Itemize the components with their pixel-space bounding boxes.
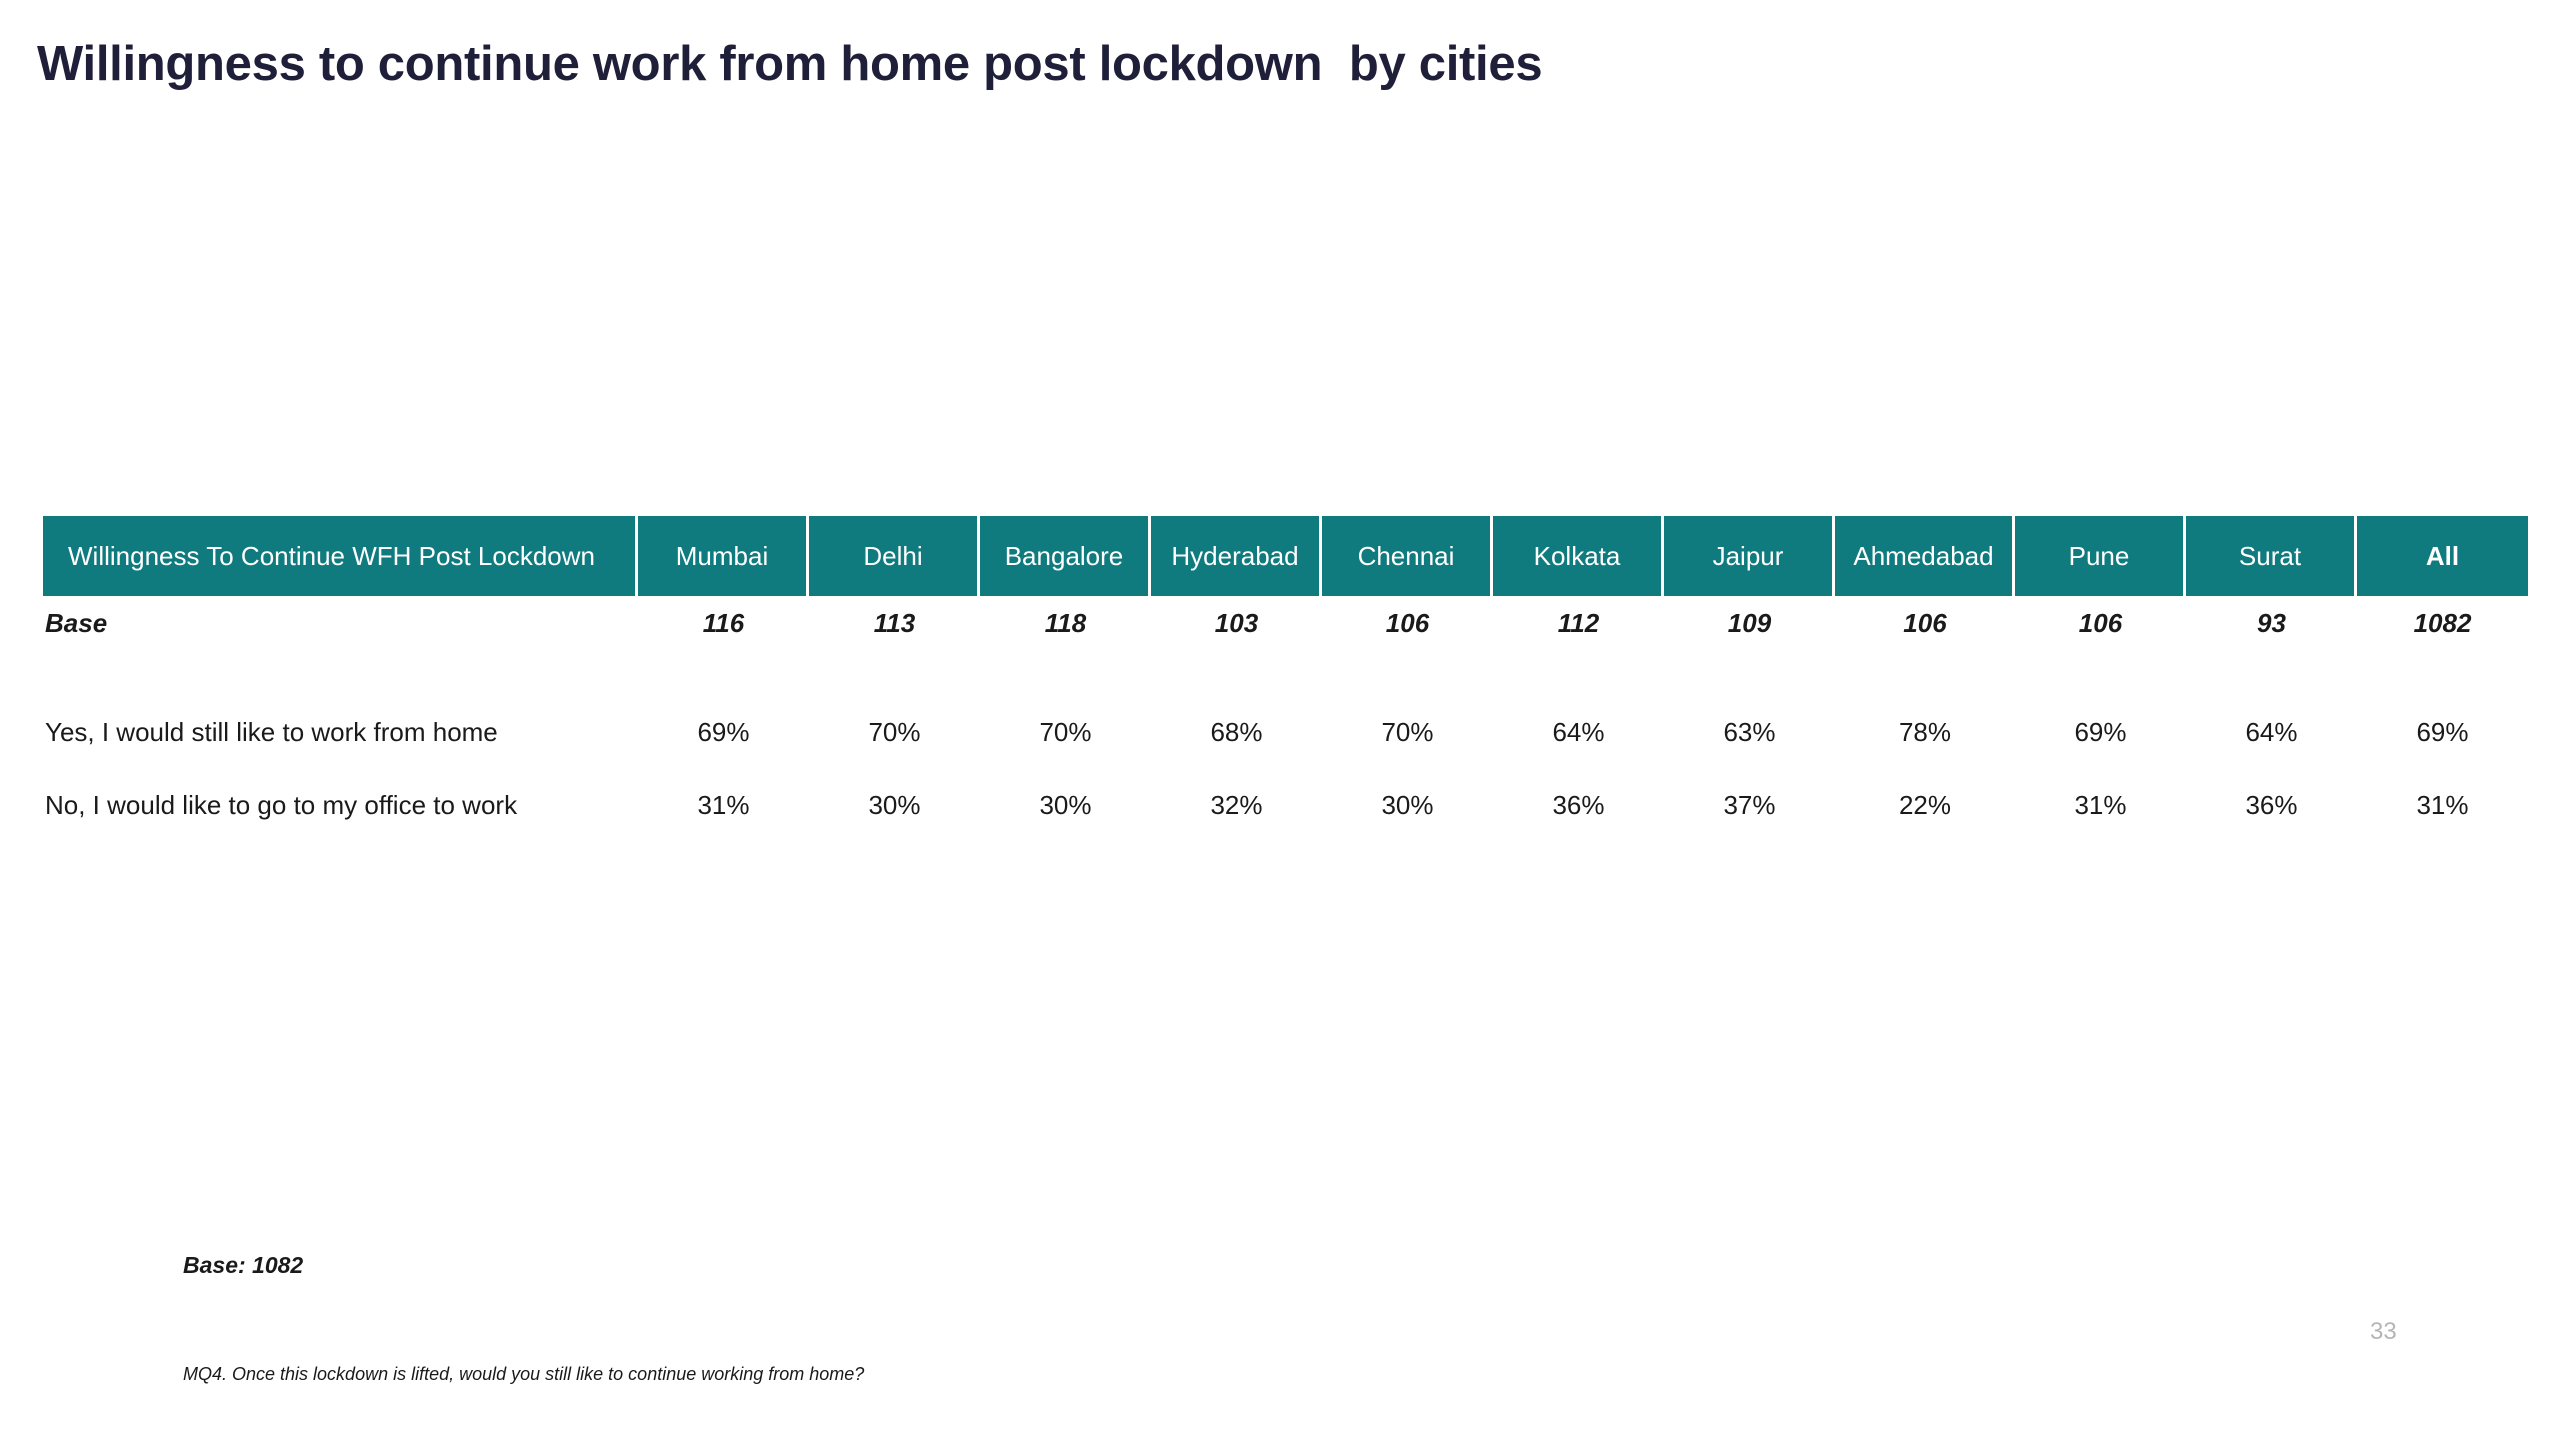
table-cell: 70% bbox=[1039, 717, 1092, 747]
base-cell: 109 bbox=[1727, 608, 1772, 638]
row-label-no: No, I would like to go to my office to w… bbox=[45, 790, 518, 820]
table-cell: 69% bbox=[2074, 717, 2127, 747]
table-cell: 69% bbox=[697, 717, 750, 747]
table-cell: 68% bbox=[1210, 717, 1263, 747]
header-cell-ahmedabad: Ahmedabad bbox=[1835, 516, 2015, 596]
base-note: Base: 1082 bbox=[183, 1252, 304, 1278]
question-footnote: MQ4. Once this lockdown is lifted, would… bbox=[183, 1364, 865, 1384]
base-cell: 112 bbox=[1557, 608, 1600, 638]
base-cell: 103 bbox=[1214, 608, 1259, 638]
base-cell: 118 bbox=[1044, 608, 1087, 638]
header-cell-mumbai: Mumbai bbox=[638, 516, 809, 596]
table-cell: 78% bbox=[1898, 717, 1952, 747]
spacer-cell bbox=[43, 651, 2528, 696]
table-row-yes: Yes, I would still like to work from hom… bbox=[43, 696, 2528, 769]
table-cell: 63% bbox=[1723, 717, 1776, 747]
wfh-by-city-table: Willingness To Continue WFH Post Lockdow… bbox=[43, 516, 2528, 842]
table-cell: 31% bbox=[697, 790, 750, 820]
base-cell: 106 bbox=[1385, 608, 1430, 638]
page-number: 33 bbox=[2370, 1318, 2397, 1345]
table-cell: 22% bbox=[1898, 790, 1952, 820]
header-cell-kolkata: Kolkata bbox=[1493, 516, 1664, 596]
base-cell: 1082 bbox=[2413, 608, 2472, 638]
table-cell: 31% bbox=[2074, 790, 2127, 820]
table-cell: 30% bbox=[868, 790, 921, 820]
header-cell-surat: Surat bbox=[2186, 516, 2357, 596]
table-cell: 36% bbox=[1552, 790, 1605, 820]
table-row-no: No, I would like to go to my office to w… bbox=[43, 769, 2528, 842]
table-cell: 30% bbox=[1381, 790, 1434, 820]
table-spacer-row bbox=[43, 651, 2528, 696]
header-cell-all: All bbox=[2357, 516, 2528, 596]
table-cell: 36% bbox=[2245, 790, 2298, 820]
table-cell: 70% bbox=[868, 717, 921, 747]
header-cell-delhi: Delhi bbox=[809, 516, 980, 596]
base-row: Base 116 113 118 103 106 112 109 106 106… bbox=[43, 596, 2528, 651]
base-cell: 93 bbox=[2257, 608, 2286, 638]
page-title: Willingness to continue work from home p… bbox=[37, 37, 1543, 91]
header-cell-bangalore: Bangalore bbox=[980, 516, 1151, 596]
table-header-row: Willingness To Continue WFH Post Lockdow… bbox=[43, 516, 2528, 596]
base-cell: 106 bbox=[1903, 608, 1947, 638]
header-cell-chennai: Chennai bbox=[1322, 516, 1493, 596]
table-cell: 69% bbox=[2416, 717, 2469, 747]
row-label-yes: Yes, I would still like to work from hom… bbox=[45, 717, 498, 747]
base-cell: 113 bbox=[873, 608, 916, 638]
table-cell: 64% bbox=[1552, 717, 1605, 747]
header-cell-label: Willingness To Continue WFH Post Lockdow… bbox=[43, 516, 638, 596]
table-cell: 32% bbox=[1210, 790, 1263, 820]
table-cell: 31% bbox=[2416, 790, 2469, 820]
table-cell: 64% bbox=[2245, 717, 2298, 747]
header-cell-jaipur: Jaipur bbox=[1664, 516, 1835, 596]
header-cell-pune: Pune bbox=[2015, 516, 2186, 596]
base-cell: 106 bbox=[2078, 608, 2123, 638]
base-cell: 116 bbox=[702, 608, 745, 638]
table-cell: 37% bbox=[1723, 790, 1776, 820]
table-cell: 30% bbox=[1039, 790, 1092, 820]
header-cell-hyderabad: Hyderabad bbox=[1151, 516, 1322, 596]
table-cell: 70% bbox=[1381, 717, 1434, 747]
base-row-label: Base bbox=[45, 608, 108, 638]
